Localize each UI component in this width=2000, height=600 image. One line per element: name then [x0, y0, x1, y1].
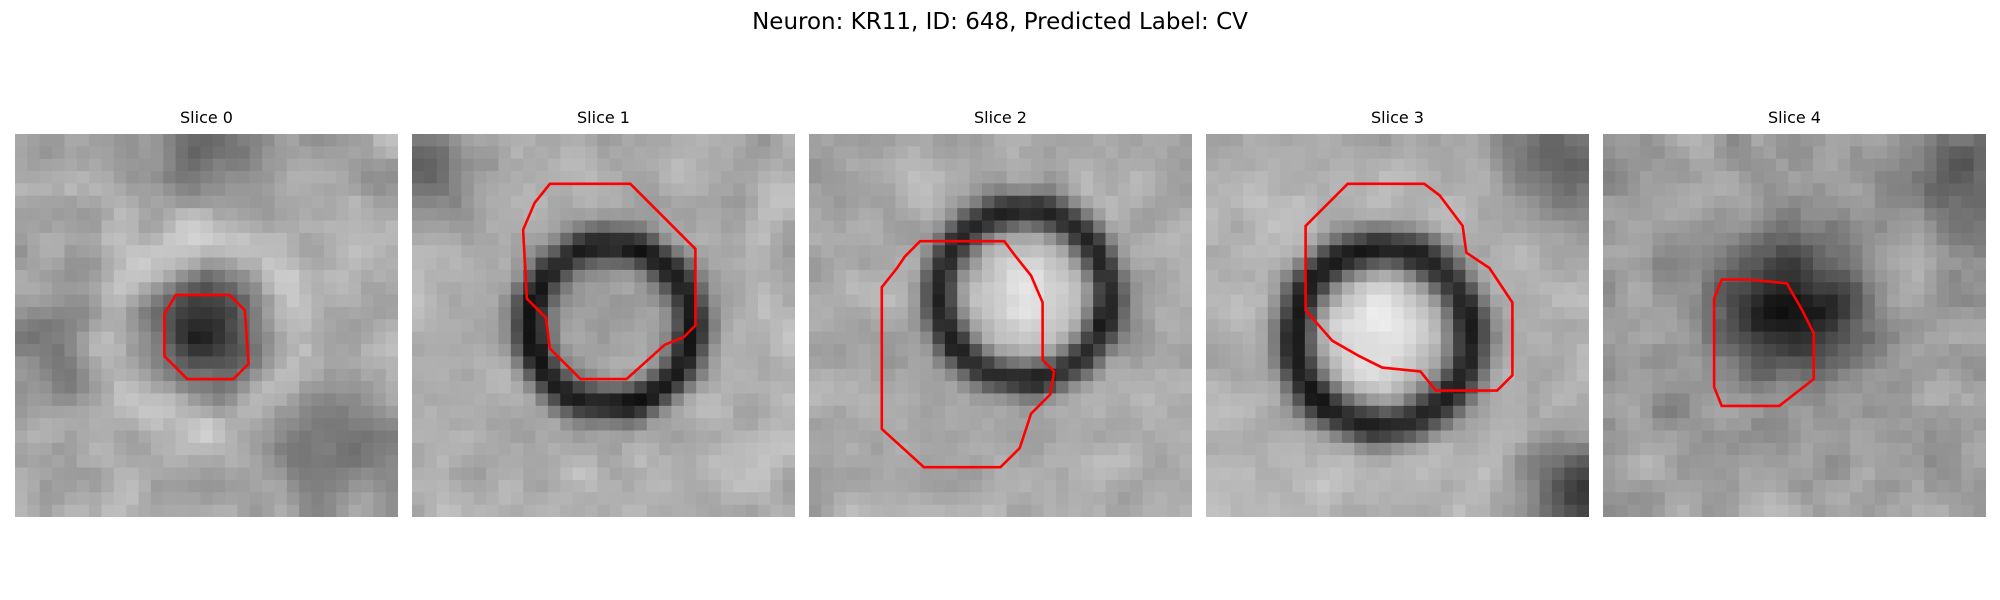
- slice-image-4: [1603, 134, 1986, 517]
- roi-contour: [880, 239, 1056, 469]
- slice-image-3: [1206, 134, 1589, 517]
- slice-image-2: [809, 134, 1192, 517]
- slice-panel-3: Slice 3: [1206, 108, 1589, 517]
- roi-contour: [521, 182, 697, 381]
- slice-panel-1: Slice 1: [412, 108, 795, 517]
- roi-contour: [1712, 278, 1815, 408]
- slice-panel-0: Slice 0: [15, 108, 398, 517]
- slice-title: Slice 1: [577, 108, 630, 127]
- slice-title: Slice 3: [1371, 108, 1424, 127]
- slice-title: Slice 4: [1768, 108, 1821, 127]
- figure-title: Neuron: KR11, ID: 648, Predicted Label: …: [752, 9, 1248, 35]
- slice-title: Slice 0: [180, 108, 233, 127]
- slice-image-0: [15, 134, 398, 517]
- roi-contour: [1304, 182, 1514, 392]
- roi-contour: [163, 293, 250, 381]
- slice-image-1: [412, 134, 795, 517]
- slice-panel-4: Slice 4: [1603, 108, 1986, 517]
- slice-panel-2: Slice 2: [809, 108, 1192, 517]
- slice-title: Slice 2: [974, 108, 1027, 127]
